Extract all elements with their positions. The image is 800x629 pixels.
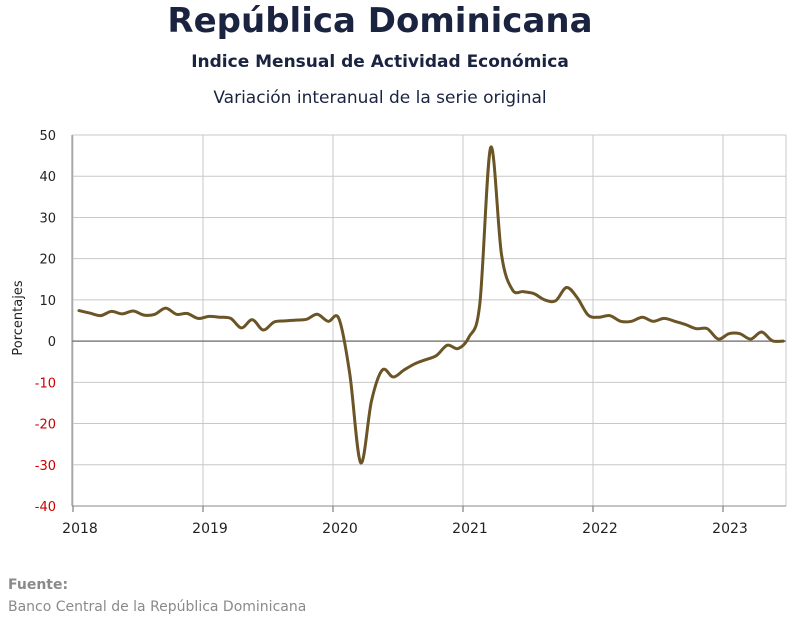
x-tick-label: 2022 <box>582 521 618 537</box>
chart-subtitle-2: Variación interanual de la serie origina… <box>213 88 547 108</box>
x-tick-label: 2019 <box>192 521 228 537</box>
y-tick-label: 0 <box>48 335 56 350</box>
x-tick-label: 2021 <box>452 521 488 537</box>
y-tick-label: 50 <box>39 129 56 144</box>
x-tick-label: 2023 <box>712 521 748 537</box>
y-tick-label: 10 <box>39 294 56 309</box>
y-tick-label: 30 <box>39 211 56 226</box>
x-tick-label: 2018 <box>62 521 98 537</box>
y-tick-label: -30 <box>35 459 56 474</box>
chart-subtitle: Indice Mensual de Actividad Económica <box>191 52 569 72</box>
chart-title: República Dominicana <box>167 1 593 41</box>
y-tick-label: 20 <box>39 253 56 268</box>
y-tick-label: 40 <box>39 170 56 185</box>
y-tick-label: -20 <box>35 418 56 433</box>
y-tick-label: -40 <box>35 500 56 515</box>
series-line <box>77 145 785 465</box>
source-label: Fuente: <box>8 577 69 593</box>
source-text: Banco Central de la República Dominicana <box>8 599 307 615</box>
y-tick-label: -10 <box>35 376 56 391</box>
x-tick-label: 2020 <box>322 521 358 537</box>
